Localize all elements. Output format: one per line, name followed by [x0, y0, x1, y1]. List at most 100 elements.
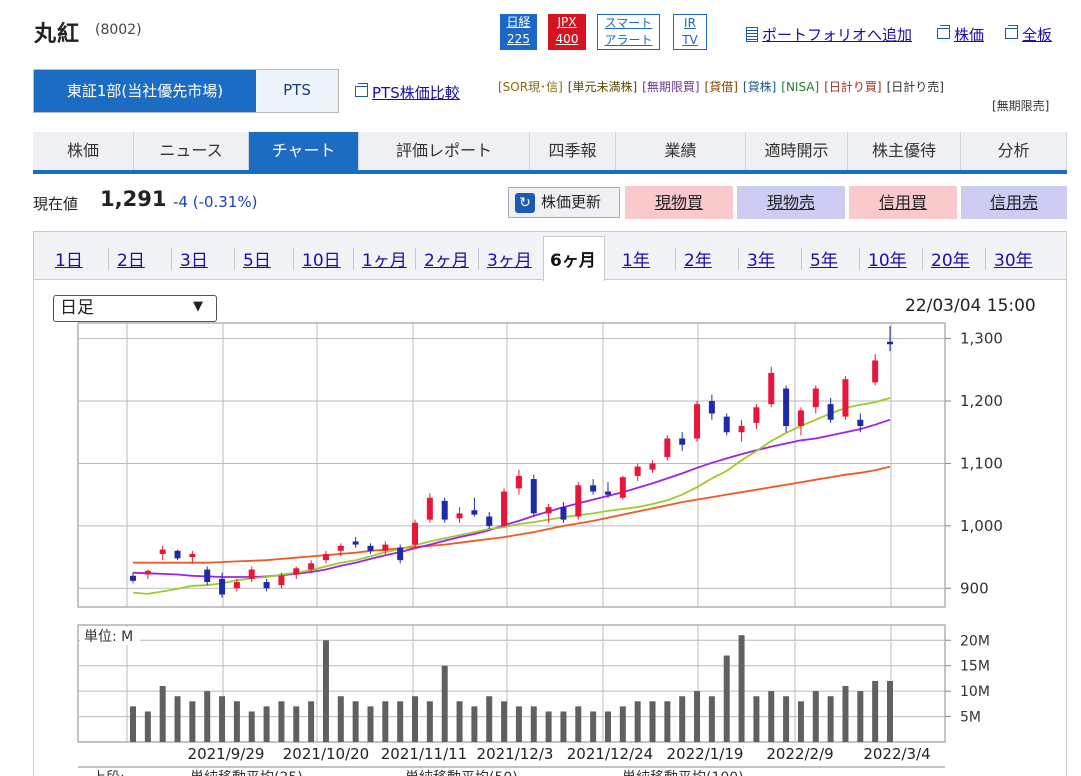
- popup-window-icon: [937, 25, 950, 39]
- period-tab[interactable]: 3年: [747, 251, 775, 271]
- volume-bar: [887, 680, 893, 742]
- volume-bar: [382, 701, 389, 742]
- nikkei225-badge[interactable]: 日経 225: [500, 14, 537, 50]
- candle: [649, 460, 656, 473]
- trade-tag: [SOR現･信]: [498, 80, 563, 94]
- period-separator: [171, 248, 172, 270]
- nav-tab[interactable]: チャート: [249, 132, 359, 170]
- candle: [812, 385, 819, 414]
- candle: [530, 474, 537, 517]
- period-tab[interactable]: 1日: [55, 251, 83, 271]
- period-tab[interactable]: 20年: [931, 251, 970, 271]
- period-tab[interactable]: 10年: [868, 251, 907, 271]
- nav-tab[interactable]: 分析: [961, 132, 1067, 170]
- jpx400-badge[interactable]: JPX 400: [548, 14, 586, 50]
- volume-bar: [634, 701, 641, 742]
- candle: [382, 541, 389, 554]
- candle: [412, 519, 419, 548]
- period-tab[interactable]: 3ヶ月: [487, 251, 532, 271]
- nav-tab[interactable]: ニュース: [134, 132, 249, 170]
- volume-bar: [189, 701, 196, 742]
- volume-tick-label: 15M: [960, 659, 990, 675]
- nav-tab[interactable]: 株価: [33, 132, 134, 170]
- full-board-link[interactable]: 全板: [1005, 24, 1052, 45]
- nav-tab[interactable]: 四季報: [530, 132, 616, 170]
- smart-alert-badge[interactable]: スマート アラート: [597, 14, 660, 50]
- candle: [397, 544, 404, 564]
- candle: [887, 326, 893, 352]
- volume-bar: [233, 701, 240, 742]
- volume-bar: [426, 701, 433, 742]
- period-tab[interactable]: 1年: [622, 251, 650, 271]
- trade-tag: [日計り売]: [886, 80, 944, 94]
- period-tab[interactable]: 5年: [810, 251, 838, 271]
- period-separator: [801, 248, 802, 270]
- ir-tv-badge[interactable]: IR TV: [673, 14, 707, 50]
- market-tab-pts[interactable]: PTS: [256, 70, 338, 112]
- period-tab[interactable]: 2日: [117, 251, 145, 271]
- badge-line1: JPX: [557, 15, 577, 29]
- price-tick-label: 1,000: [960, 517, 1003, 535]
- period-separator: [234, 248, 235, 270]
- period-tab[interactable]: 5日: [243, 251, 271, 271]
- period-tab[interactable]: 10日: [302, 251, 341, 271]
- period-separator: [675, 248, 676, 270]
- nav-tab[interactable]: 業績: [616, 132, 746, 170]
- volume-bar: [797, 701, 804, 742]
- period-tab[interactable]: 1ヶ月: [362, 251, 407, 271]
- legend-item: 単純移動平均(25): [190, 770, 303, 776]
- volume-bar: [694, 691, 701, 742]
- candle: [248, 566, 255, 583]
- badge-line2: 400: [555, 32, 579, 46]
- candle: [515, 469, 522, 495]
- badge-line2: TV: [682, 33, 698, 47]
- document-icon: [746, 27, 758, 42]
- ma25-line: [132, 397, 891, 595]
- market-tab-tse[interactable]: 東証1部(当社優先市場): [34, 70, 256, 112]
- period-separator: [353, 248, 354, 270]
- volume-bar: [412, 696, 419, 742]
- volume-bar: [174, 696, 181, 742]
- candle: [322, 550, 329, 564]
- trade-button[interactable]: 現物売: [737, 186, 845, 219]
- trade-button[interactable]: 信用売: [961, 186, 1067, 219]
- volume-bar: [768, 691, 775, 742]
- trade-button[interactable]: 現物買: [625, 186, 733, 219]
- volume-bar: [263, 706, 270, 742]
- candle: [174, 549, 181, 561]
- volume-bar: [501, 701, 508, 742]
- nav-tab[interactable]: 評価レポート: [359, 132, 530, 170]
- price-change: -4 (-0.31%): [173, 193, 258, 211]
- x-axis-label: 2022/3/4: [863, 745, 930, 763]
- period-tab[interactable]: 2年: [684, 251, 712, 271]
- interval-select[interactable]: 日足: [53, 295, 217, 322]
- period-tab[interactable]: 3日: [180, 251, 208, 271]
- candle: [590, 479, 597, 495]
- volume-bar: [219, 696, 226, 742]
- add-portfolio-link[interactable]: ポートフォリオへ追加: [746, 24, 912, 45]
- volume-bar: [857, 691, 864, 742]
- volume-tick-label: 10M: [960, 684, 990, 700]
- x-axis-label: 2021/11/11: [381, 745, 467, 763]
- period-separator: [108, 248, 109, 270]
- nav-tab[interactable]: 株主優待: [848, 132, 961, 170]
- period-tab[interactable]: 30年: [994, 251, 1033, 271]
- trade-button[interactable]: 信用買: [849, 186, 957, 219]
- volume-bar: [842, 686, 849, 742]
- volume-unit-label: 単位: M: [84, 629, 133, 645]
- candle: [560, 502, 567, 523]
- trade-tag: [単元未満株]: [567, 80, 638, 94]
- period-tab[interactable]: 2ヶ月: [424, 251, 469, 271]
- nav-tab[interactable]: 適時開示: [746, 132, 848, 170]
- trade-tag: [無期限売]: [992, 99, 1050, 113]
- x-axis-label: 2022/2/9: [766, 745, 833, 763]
- period-tab[interactable]: 6ヶ月: [550, 251, 596, 271]
- candle: [204, 566, 211, 586]
- candle: [857, 413, 864, 433]
- ma100-line: [133, 465, 891, 564]
- price-tick-label: 900: [960, 579, 989, 597]
- volume-bar: [738, 635, 745, 742]
- pts-compare-link[interactable]: PTS株価比較: [355, 82, 460, 103]
- price-popup-link[interactable]: 株価: [937, 24, 984, 45]
- candle: [768, 366, 775, 408]
